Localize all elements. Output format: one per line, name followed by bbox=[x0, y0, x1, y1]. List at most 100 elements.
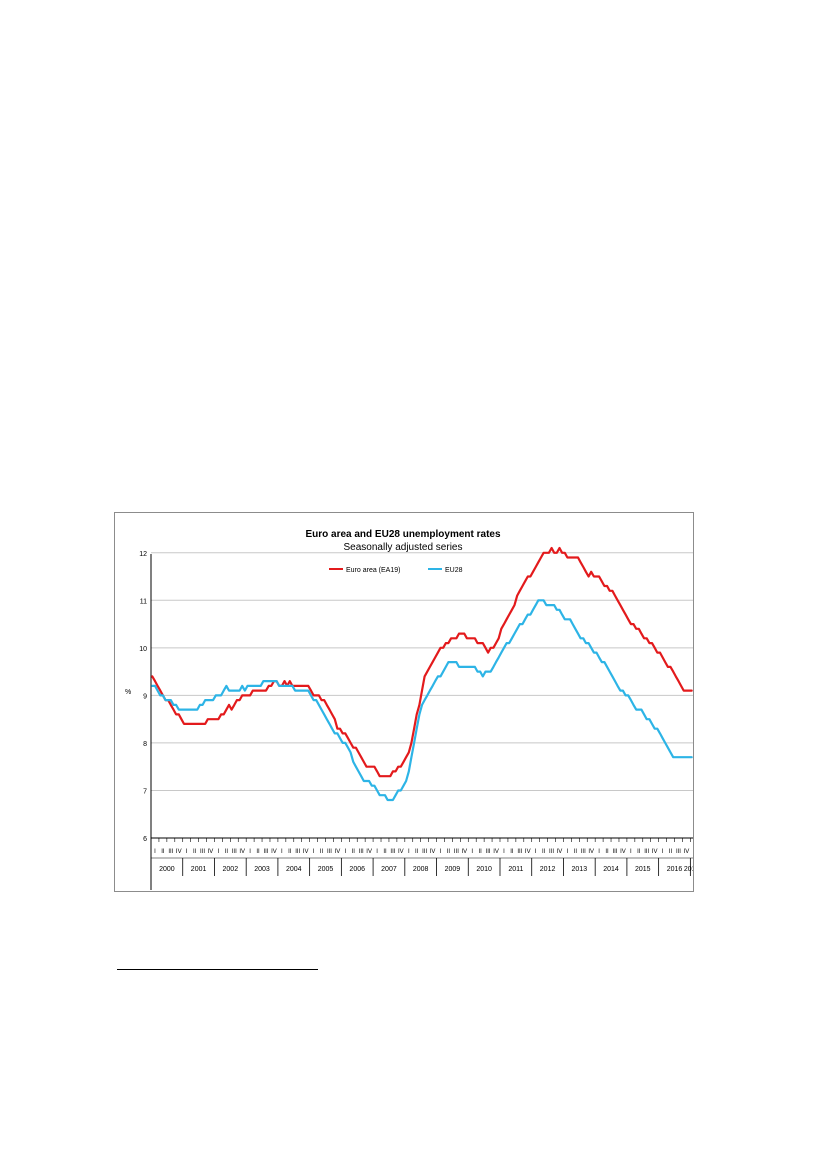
x-tick-label: III bbox=[168, 849, 173, 855]
series-line-euro-area bbox=[151, 546, 693, 778]
x-tick-label: II bbox=[161, 849, 165, 855]
year-label: 2014 bbox=[603, 866, 619, 873]
x-tick-label: IV bbox=[525, 849, 531, 855]
x-tick-label: I bbox=[630, 849, 632, 855]
x-tick-label: IV bbox=[461, 849, 467, 855]
y-axis-label: % bbox=[125, 689, 131, 696]
year-label: 2008 bbox=[413, 866, 429, 873]
chart-title: Euro area and EU28 unemployment rates bbox=[305, 529, 501, 540]
x-tick-label: IV bbox=[588, 849, 594, 855]
chart-subtitle: Seasonally adjusted series bbox=[344, 542, 463, 553]
x-tick-label: II bbox=[352, 849, 356, 855]
year-label: 2000 bbox=[159, 866, 175, 873]
x-tick-label: IV bbox=[303, 849, 309, 855]
y-tick-label: 10 bbox=[139, 646, 147, 653]
unemployment-chart: Euro area and EU28 unemployment rates Se… bbox=[125, 529, 693, 890]
x-tick-label: II bbox=[542, 849, 546, 855]
x-tick-label: III bbox=[327, 849, 332, 855]
x-tick-label: II bbox=[415, 849, 419, 855]
chart-frame: Euro area and EU28 unemployment rates Se… bbox=[114, 512, 694, 892]
x-tick-label: I bbox=[218, 849, 220, 855]
legend-label: Euro area (EA19) bbox=[346, 567, 400, 574]
year-label: 2004 bbox=[286, 866, 302, 873]
chart-legend: Euro area (EA19) EU28 bbox=[317, 561, 489, 575]
year-label: 2001 bbox=[191, 866, 207, 873]
x-tick-label: IV bbox=[208, 849, 214, 855]
y-tick-label: 7 bbox=[143, 788, 147, 795]
x-tick-label: III bbox=[612, 849, 617, 855]
x-tick-label: II bbox=[574, 849, 578, 855]
x-tick-label: I bbox=[503, 849, 505, 855]
x-tick-label: I bbox=[598, 849, 600, 855]
x-tick-label: IV bbox=[366, 849, 372, 855]
x-tick-label: III bbox=[517, 849, 522, 855]
x-tick-label: II bbox=[510, 849, 514, 855]
year-label: 2012 bbox=[540, 866, 556, 873]
x-tick-label: II bbox=[669, 849, 673, 855]
x-tick-label: III bbox=[644, 849, 649, 855]
legend-box bbox=[317, 561, 489, 575]
x-tick-label: IV bbox=[430, 849, 436, 855]
x-tick-label: III bbox=[549, 849, 554, 855]
x-tick-label: I bbox=[186, 849, 188, 855]
x-tick-label: II bbox=[256, 849, 260, 855]
x-tick-label: II bbox=[383, 849, 387, 855]
series-line-eu28 bbox=[151, 599, 693, 802]
y-tick-label: 6 bbox=[143, 836, 147, 843]
x-tick-label: III bbox=[232, 849, 237, 855]
x-tick-label: I bbox=[313, 849, 315, 855]
year-label: 2005 bbox=[318, 866, 334, 873]
y-tick-label: 11 bbox=[140, 598, 147, 605]
year-label: 2016 bbox=[667, 866, 683, 873]
x-tick-label: III bbox=[200, 849, 205, 855]
grid-layer bbox=[151, 552, 693, 791]
legend-label: EU28 bbox=[445, 567, 463, 574]
x-tick-label: III bbox=[264, 849, 269, 855]
x-tick-label: IV bbox=[620, 849, 626, 855]
x-tick-label: II bbox=[193, 849, 197, 855]
x-tick-label: III bbox=[422, 849, 427, 855]
x-tick-label: IV bbox=[493, 849, 499, 855]
year-label: 2007 bbox=[381, 866, 397, 873]
x-tick-label: II bbox=[605, 849, 609, 855]
x-tick-label: III bbox=[581, 849, 586, 855]
year-label: 2009 bbox=[445, 866, 461, 873]
x-tick-label: I bbox=[408, 849, 410, 855]
series-layer bbox=[151, 546, 693, 802]
x-tick-label: I bbox=[440, 849, 442, 855]
year-label: 2011 bbox=[508, 866, 523, 873]
year-label: 2002 bbox=[223, 866, 239, 873]
x-tick-label: III bbox=[486, 849, 491, 855]
footnote-separator bbox=[117, 969, 318, 970]
year-label: 2015 bbox=[635, 866, 651, 873]
x-tick-label: II bbox=[637, 849, 641, 855]
x-tick-label: II bbox=[478, 849, 482, 855]
x-tick-label: I bbox=[154, 849, 156, 855]
x-tick-label: I bbox=[249, 849, 251, 855]
y-tick-label: 9 bbox=[143, 693, 147, 700]
x-tick-label: I bbox=[281, 849, 283, 855]
x-tick-label: I bbox=[535, 849, 537, 855]
year-label: 2003 bbox=[254, 866, 270, 873]
x-tick-label: I bbox=[471, 849, 473, 855]
y-tick-label: 8 bbox=[143, 741, 147, 748]
x-tick-label: II bbox=[288, 849, 292, 855]
x-tick-label: III bbox=[295, 849, 300, 855]
y-tick-label: 12 bbox=[139, 551, 147, 558]
year-label: 2017 bbox=[684, 866, 693, 873]
year-label: 2010 bbox=[476, 866, 492, 873]
x-tick-label: II bbox=[320, 849, 324, 855]
x-tick-label: I bbox=[376, 849, 378, 855]
x-tick-label: IV bbox=[335, 849, 341, 855]
year-label: 2013 bbox=[572, 866, 588, 873]
x-tick-label: I bbox=[662, 849, 664, 855]
year-label: 2006 bbox=[349, 866, 365, 873]
x-tick-label: IV bbox=[652, 849, 658, 855]
x-tick-label: III bbox=[359, 849, 364, 855]
x-tick-label: I bbox=[344, 849, 346, 855]
x-tick-label: IV bbox=[557, 849, 563, 855]
x-tick-label: IV bbox=[398, 849, 404, 855]
x-tick-label: I bbox=[567, 849, 569, 855]
x-tick-label: IV bbox=[684, 849, 690, 855]
